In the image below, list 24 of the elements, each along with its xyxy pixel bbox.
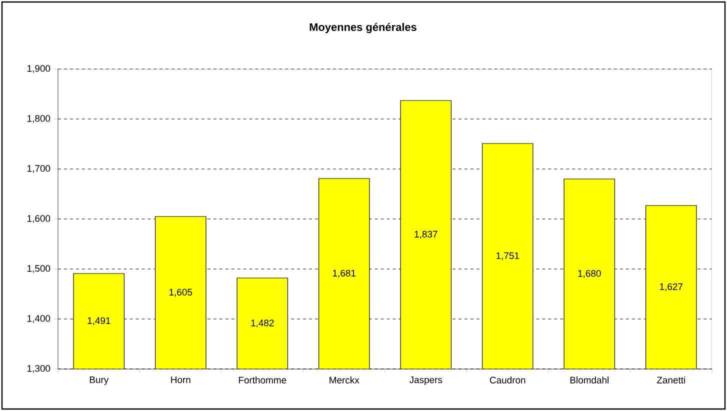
y-tick-label: 1,300 — [28, 365, 50, 373]
chart-title: Moyennes générales — [310, 22, 416, 34]
y-tick-label: 1,700 — [28, 165, 50, 173]
x-tick-label: Blomdahl — [570, 376, 608, 384]
y-tick-label: 1,500 — [28, 265, 50, 273]
x-tick-label: Bury — [90, 376, 109, 385]
x-tick-label: Jaspers — [409, 376, 442, 385]
y-tick-label: 1,400 — [28, 315, 50, 323]
y-tick-label: 1,800 — [28, 115, 50, 123]
data-label: 1,491 — [88, 317, 110, 326]
x-tick-label: Forthomme — [238, 376, 286, 384]
y-tick-label: 1,600 — [28, 215, 50, 223]
data-label: 1,751 — [496, 252, 520, 260]
x-tick-label: Caudron — [490, 376, 526, 384]
data-label: 1,837 — [414, 230, 438, 239]
x-tick-label: Merckx — [330, 376, 360, 384]
x-tick-label: Zanetti — [656, 376, 685, 384]
x-tick-label: Horn — [171, 376, 190, 384]
y-tick-label: 1,900 — [28, 65, 50, 73]
data-label: 1,680 — [578, 270, 601, 278]
data-label: 1,482 — [251, 320, 274, 328]
data-label: 1,605 — [170, 288, 192, 297]
data-label: 1,627 — [660, 283, 683, 292]
data-label: 1,681 — [333, 270, 356, 278]
